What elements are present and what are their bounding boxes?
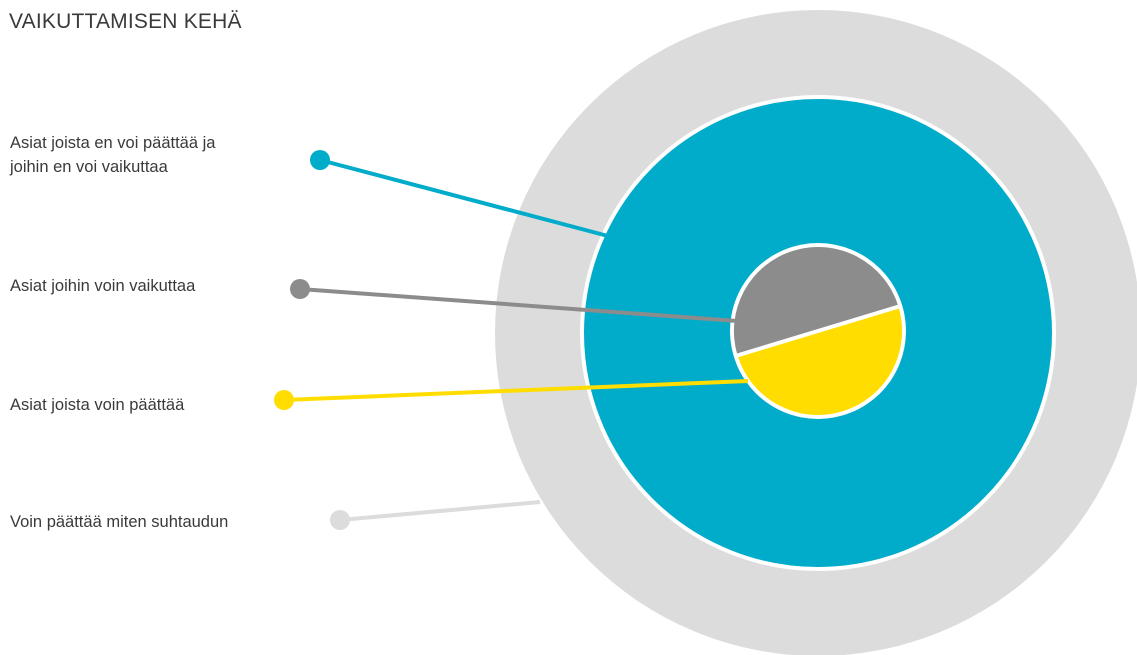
label-cannot-decide-line1: Asiat joista en voi päättää ja [10, 134, 216, 152]
inner-half-can-influence [733, 246, 899, 356]
leader-dot-yellow [274, 390, 294, 410]
diagram-title: VAIKUTTAMISEN KEHÄ [9, 10, 242, 33]
label-cannot-decide-or-influence: Asiat joista en voi päättää ja joihin en… [10, 131, 215, 179]
leader-line-teal [319, 158, 609, 238]
leader-line-yellow [283, 379, 749, 402]
inner-half-can-decide [737, 306, 903, 416]
leader-dot-lightgray [330, 510, 350, 530]
leader-dot-teal [310, 150, 330, 170]
leader-line-lightgray [339, 500, 541, 522]
inner-divider-line [734, 304, 902, 358]
label-can-decide: Asiat joista voin päättää [10, 396, 185, 414]
leader-dot-gray [290, 279, 310, 299]
label-cannot-decide-line2: joihin en voi vaikuttaa [10, 158, 168, 176]
leader-line-gray [299, 287, 738, 323]
label-attitude: Voin päättää miten suhtaudun [10, 513, 229, 531]
label-can-influence: Asiat joihin voin vaikuttaa [10, 277, 196, 295]
